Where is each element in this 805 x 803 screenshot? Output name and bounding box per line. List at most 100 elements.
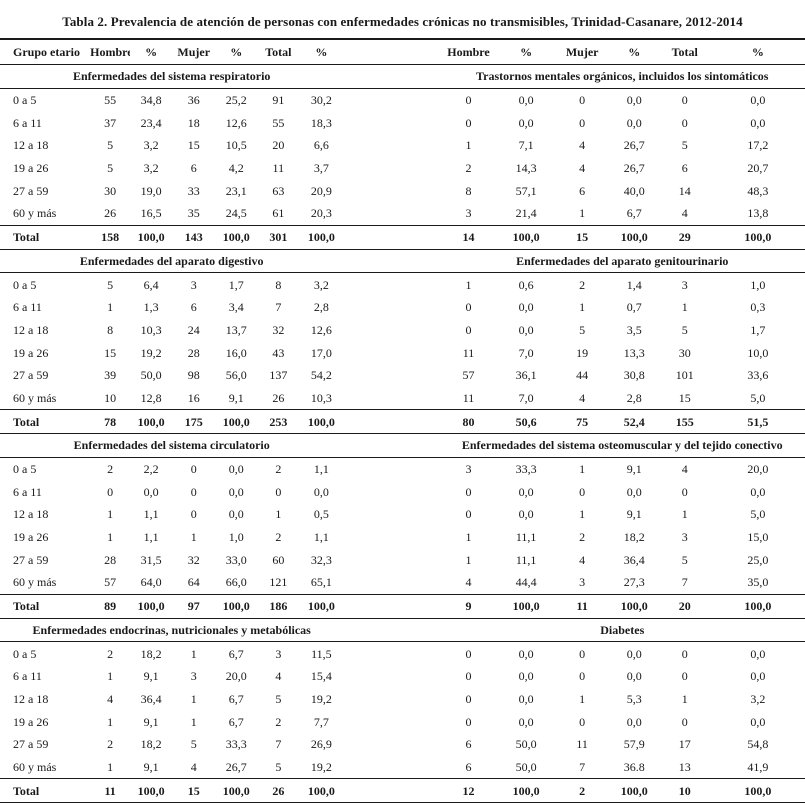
data-cell: 0,0 (626, 115, 642, 130)
column-spacer (343, 409, 440, 434)
data-cell: 30 (678, 345, 691, 360)
column-spacer (343, 88, 439, 111)
column-spacer (343, 457, 439, 480)
data-cell: 34,8 (140, 93, 162, 108)
data-cell: 1 (465, 277, 472, 292)
table-row: 12 a 18 8 10,3 24 13,7 32 12,6 0 0,0 5 3,5 5 1,7 (0, 319, 805, 342)
data-cell: 75 (554, 409, 610, 434)
column-header: % (299, 39, 344, 65)
data-cell: 16,5 (140, 206, 162, 221)
data-cell: 1 (190, 530, 197, 545)
data-cell: 4 (579, 161, 586, 176)
data-cell: 0,0 (626, 484, 642, 499)
column-spacer (343, 341, 439, 364)
data-cell: 20,0 (225, 669, 247, 684)
table-row: 19 a 26 5 3,2 6 4,2 11 3,7 2 14,3 4 26,7 6 20,7 (0, 157, 805, 180)
data-cell: 51,5 (710, 409, 805, 434)
data-cell: 31,5 (140, 552, 162, 567)
data-cell: 7,1 (518, 138, 534, 153)
section-header-left: Enfermedades del aparato digestivo (0, 249, 344, 274)
data-cell: 54,2 (310, 368, 332, 383)
data-cell: 3,2 (143, 138, 159, 153)
row-label: 19 a 26 (13, 345, 49, 360)
row-label: Total (0, 409, 91, 434)
row-label: 12 a 18 (13, 138, 49, 153)
data-cell: 3,2 (750, 691, 766, 706)
column-spacer (343, 387, 439, 410)
data-cell: 15 (187, 138, 200, 153)
column-header-row: Grupo etario Hombre% Mujer% Total% Hombre% Mu… (0, 39, 805, 65)
total-row: Total 89 100,0 97 100,0 186 100,0 9 100,0 11 100,0… (0, 593, 805, 619)
data-cell: 50,0 (515, 737, 537, 752)
data-cell: 2 (275, 530, 282, 545)
table-row: 6 a 11 1 9,1 3 20,0 4 15,4 0 0,0 0 0,0 0 0,0 (0, 665, 805, 688)
data-cell: 6 (465, 737, 472, 752)
table-row: 0 a 5 55 34,8 36 25,2 91 30,2 0 0,0 0 0,0 0 0,0 (0, 88, 805, 111)
data-cell: 23,4 (140, 115, 162, 130)
data-cell: 43 (272, 345, 285, 360)
data-cell: 30 (104, 183, 117, 198)
table-row: 6 a 11 0 0,0 0 0,0 0 0,0 0 0,0 0 0,0 0 0,0 (0, 480, 805, 503)
data-cell: 57,9 (623, 737, 645, 752)
data-cell: 0,0 (750, 484, 766, 499)
data-cell: 1,4 (626, 277, 642, 292)
row-label: 60 y más (13, 390, 57, 405)
data-cell: 11 (272, 161, 285, 176)
column-spacer (343, 618, 440, 643)
data-cell: 64,0 (140, 575, 162, 590)
data-cell: 100,0 (299, 224, 344, 250)
data-cell: 3,5 (626, 322, 642, 337)
data-cell: 100,0 (710, 224, 805, 250)
section-header-right: Trastornos mentales orgánicos, incluidos… (439, 64, 805, 89)
table-row: 12 a 18 5 3,2 15 10,5 20 6,6 1 7,1 4 26,7 5 17,2 (0, 134, 805, 157)
section-header-row: Enfermedades del sistema circulatorio Enf… (0, 433, 805, 458)
data-cell: 63 (272, 183, 285, 198)
data-cell: 41,9 (747, 759, 769, 774)
data-cell: 6,4 (143, 277, 159, 292)
data-cell: 0,7 (626, 300, 642, 315)
data-cell: 13,3 (623, 345, 645, 360)
data-cell: 11,1 (515, 552, 537, 567)
row-label: Total (0, 593, 91, 619)
row-label: 12 a 18 (13, 507, 49, 522)
table-row: 27 a 59 2 18,2 5 33,3 7 26,9 6 50,0 11 57,9 17 54,8 (0, 733, 805, 756)
data-cell: 36,4 (623, 552, 645, 567)
data-cell: 0,0 (228, 507, 244, 522)
column-spacer (343, 733, 439, 756)
table-row: 60 y más 26 16,5 35 24,5 61 20,3 3 21,4 1 6,7 4 13,8 (0, 202, 805, 225)
data-cell: 24,5 (225, 206, 247, 221)
data-cell: 100,0 (299, 778, 344, 803)
data-cell: 1 (465, 530, 472, 545)
data-cell: 100,0 (215, 593, 258, 619)
data-cell: 50,0 (140, 368, 162, 383)
data-cell: 26,7 (623, 161, 645, 176)
data-cell: 13 (678, 759, 691, 774)
data-cell: 0,0 (518, 300, 534, 315)
data-cell: 97 (172, 593, 216, 619)
column-spacer (343, 593, 440, 619)
data-cell: 9,1 (228, 390, 244, 405)
table-row: 60 y más 10 12,8 16 9,1 26 10,3 11 7,0 4 2,8 15 5,0 (0, 387, 805, 410)
data-cell: 36.8 (623, 759, 645, 774)
row-label: 0 a 5 (13, 277, 37, 292)
data-cell: 20,0 (747, 462, 769, 477)
data-cell: 1 (579, 691, 586, 706)
table-row: 19 a 26 1 1,1 1 1,0 2 1,1 1 11,1 2 18,2 3 15,0 (0, 526, 805, 549)
row-label: 60 y más (13, 575, 57, 590)
row-label: 27 a 59 (13, 737, 49, 752)
row-label: 60 y más (13, 206, 57, 221)
data-cell: 80 (439, 409, 498, 434)
data-cell: 0,0 (626, 646, 642, 661)
data-cell: 0,0 (518, 691, 534, 706)
data-cell: 3 (465, 206, 472, 221)
data-cell: 2 (465, 161, 472, 176)
data-cell: 3,7 (313, 161, 329, 176)
data-cell: 1,1 (143, 530, 159, 545)
data-cell: 37 (104, 115, 117, 130)
data-cell: 100,0 (710, 593, 805, 619)
column-spacer (343, 64, 440, 89)
table-row: 60 y más 1 9,1 4 26,7 5 19,2 6 50,0 7 36.8 13 41,9 (0, 756, 805, 779)
data-cell: 20,3 (310, 206, 332, 221)
data-cell: 7,0 (518, 345, 534, 360)
data-cell: 4 (681, 462, 688, 477)
